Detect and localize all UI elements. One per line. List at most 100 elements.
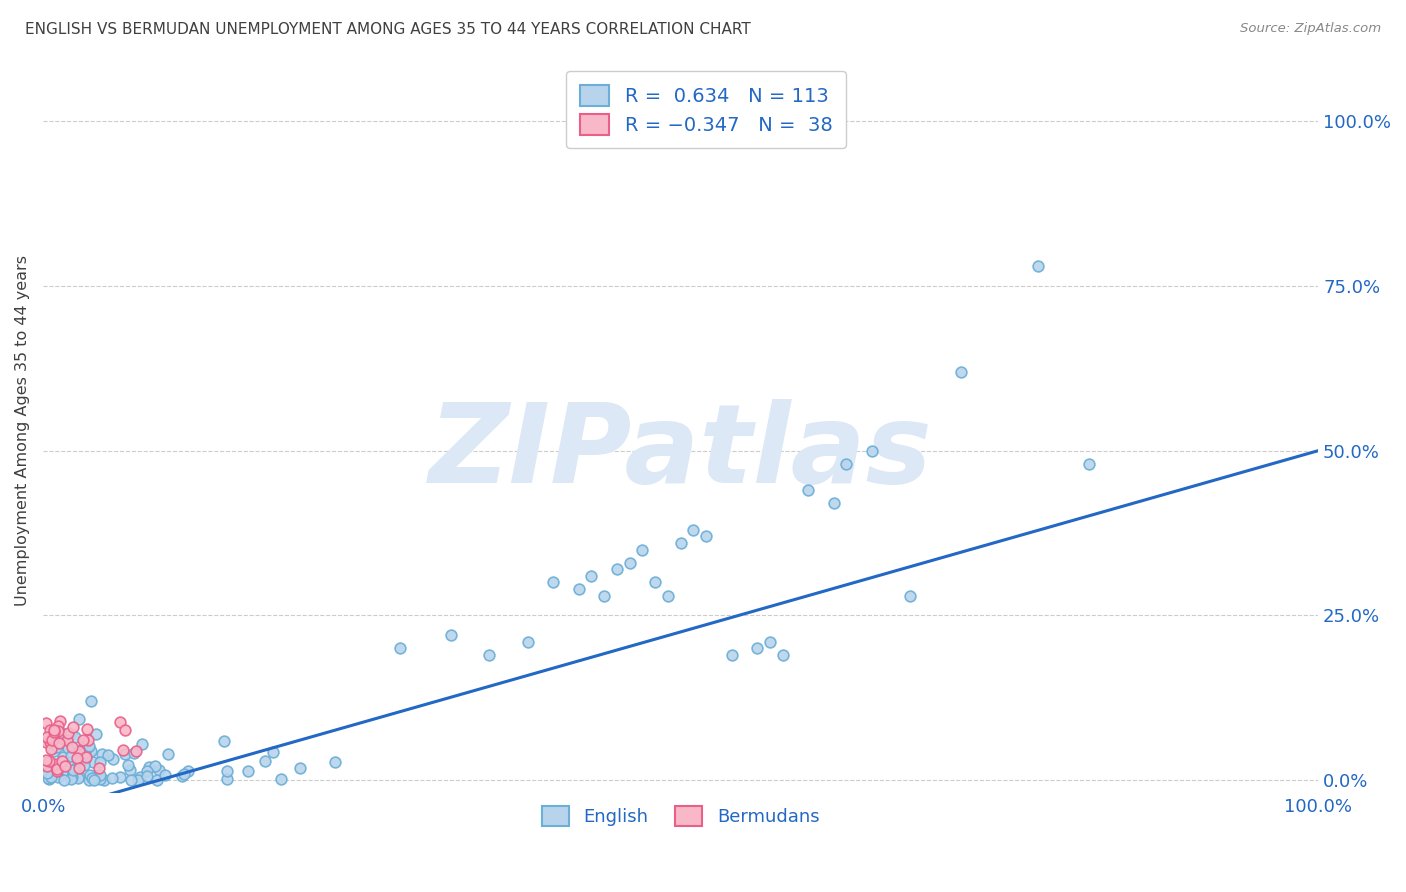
Point	[835, 457, 858, 471]
Point	[35, 735, 58, 749]
Point	[97, 747, 120, 762]
Point	[173, 766, 195, 780]
Point	[35, 760, 58, 774]
Point	[153, 768, 176, 782]
Point	[67, 769, 90, 783]
Y-axis label: Unemployment Among Ages 35 to 44 years: Unemployment Among Ages 35 to 44 years	[15, 255, 30, 607]
Point	[67, 761, 90, 775]
Point	[89, 761, 111, 775]
Point	[44, 744, 66, 758]
Point	[62, 763, 84, 777]
Point	[108, 715, 131, 730]
Point	[60, 739, 83, 754]
Point	[39, 742, 62, 756]
Point	[66, 751, 89, 765]
Point	[73, 757, 96, 772]
Point	[76, 722, 98, 736]
Point	[86, 727, 108, 741]
Point	[89, 755, 111, 769]
Point	[39, 735, 62, 749]
Point	[37, 765, 59, 780]
Point	[38, 772, 60, 787]
Point	[51, 754, 73, 768]
Point	[323, 755, 346, 769]
Point	[568, 582, 591, 596]
Point	[79, 768, 101, 782]
Point	[236, 764, 259, 778]
Point	[76, 748, 98, 763]
Point	[657, 589, 679, 603]
Point	[125, 744, 148, 758]
Point	[35, 716, 58, 731]
Point	[49, 726, 72, 740]
Point	[46, 719, 69, 733]
Point	[56, 741, 79, 756]
Point	[80, 694, 103, 708]
Point	[541, 575, 564, 590]
Point	[83, 772, 105, 787]
Point	[35, 731, 58, 745]
Point	[129, 770, 152, 784]
Point	[42, 723, 65, 737]
Point	[55, 759, 77, 773]
Point	[176, 764, 198, 778]
Legend: English, Bermudans: English, Bermudans	[533, 797, 828, 835]
Point	[65, 761, 87, 775]
Point	[138, 760, 160, 774]
Point	[56, 739, 79, 753]
Point	[478, 648, 501, 662]
Point	[79, 772, 101, 787]
Point	[75, 750, 97, 764]
Text: ZIPatlas: ZIPatlas	[429, 400, 932, 506]
Point	[89, 772, 111, 787]
Point	[62, 720, 84, 734]
Point	[38, 723, 60, 738]
Point	[60, 770, 83, 784]
Point	[51, 765, 73, 780]
Point	[950, 365, 973, 379]
Point	[48, 736, 70, 750]
Point	[37, 759, 59, 773]
Point	[120, 772, 142, 787]
Point	[215, 764, 238, 779]
Point	[682, 523, 704, 537]
Point	[49, 714, 72, 729]
Point	[898, 589, 921, 603]
Point	[42, 763, 65, 777]
Point	[103, 752, 125, 766]
Point	[76, 733, 98, 747]
Point	[772, 648, 794, 662]
Point	[82, 771, 104, 785]
Point	[39, 770, 62, 784]
Point	[172, 769, 194, 783]
Point	[120, 763, 142, 777]
Text: Source: ZipAtlas.com: Source: ZipAtlas.com	[1240, 22, 1381, 36]
Point	[82, 756, 104, 770]
Point	[593, 589, 616, 603]
Point	[156, 747, 179, 761]
Point	[747, 641, 769, 656]
Point	[77, 746, 100, 760]
Point	[101, 771, 124, 785]
Point	[42, 758, 65, 772]
Point	[35, 753, 58, 767]
Point	[91, 747, 114, 761]
Point	[215, 772, 238, 786]
Point	[619, 556, 641, 570]
Point	[860, 443, 883, 458]
Point	[83, 771, 105, 785]
Point	[695, 529, 717, 543]
Point	[440, 628, 463, 642]
Point	[55, 733, 77, 747]
Point	[1026, 259, 1049, 273]
Point	[631, 542, 654, 557]
Point	[114, 747, 136, 761]
Point	[823, 496, 845, 510]
Point	[644, 575, 666, 590]
Point	[669, 536, 692, 550]
Point	[65, 730, 87, 744]
Point	[759, 634, 782, 648]
Point	[146, 772, 169, 787]
Point	[288, 761, 311, 775]
Point	[42, 731, 65, 746]
